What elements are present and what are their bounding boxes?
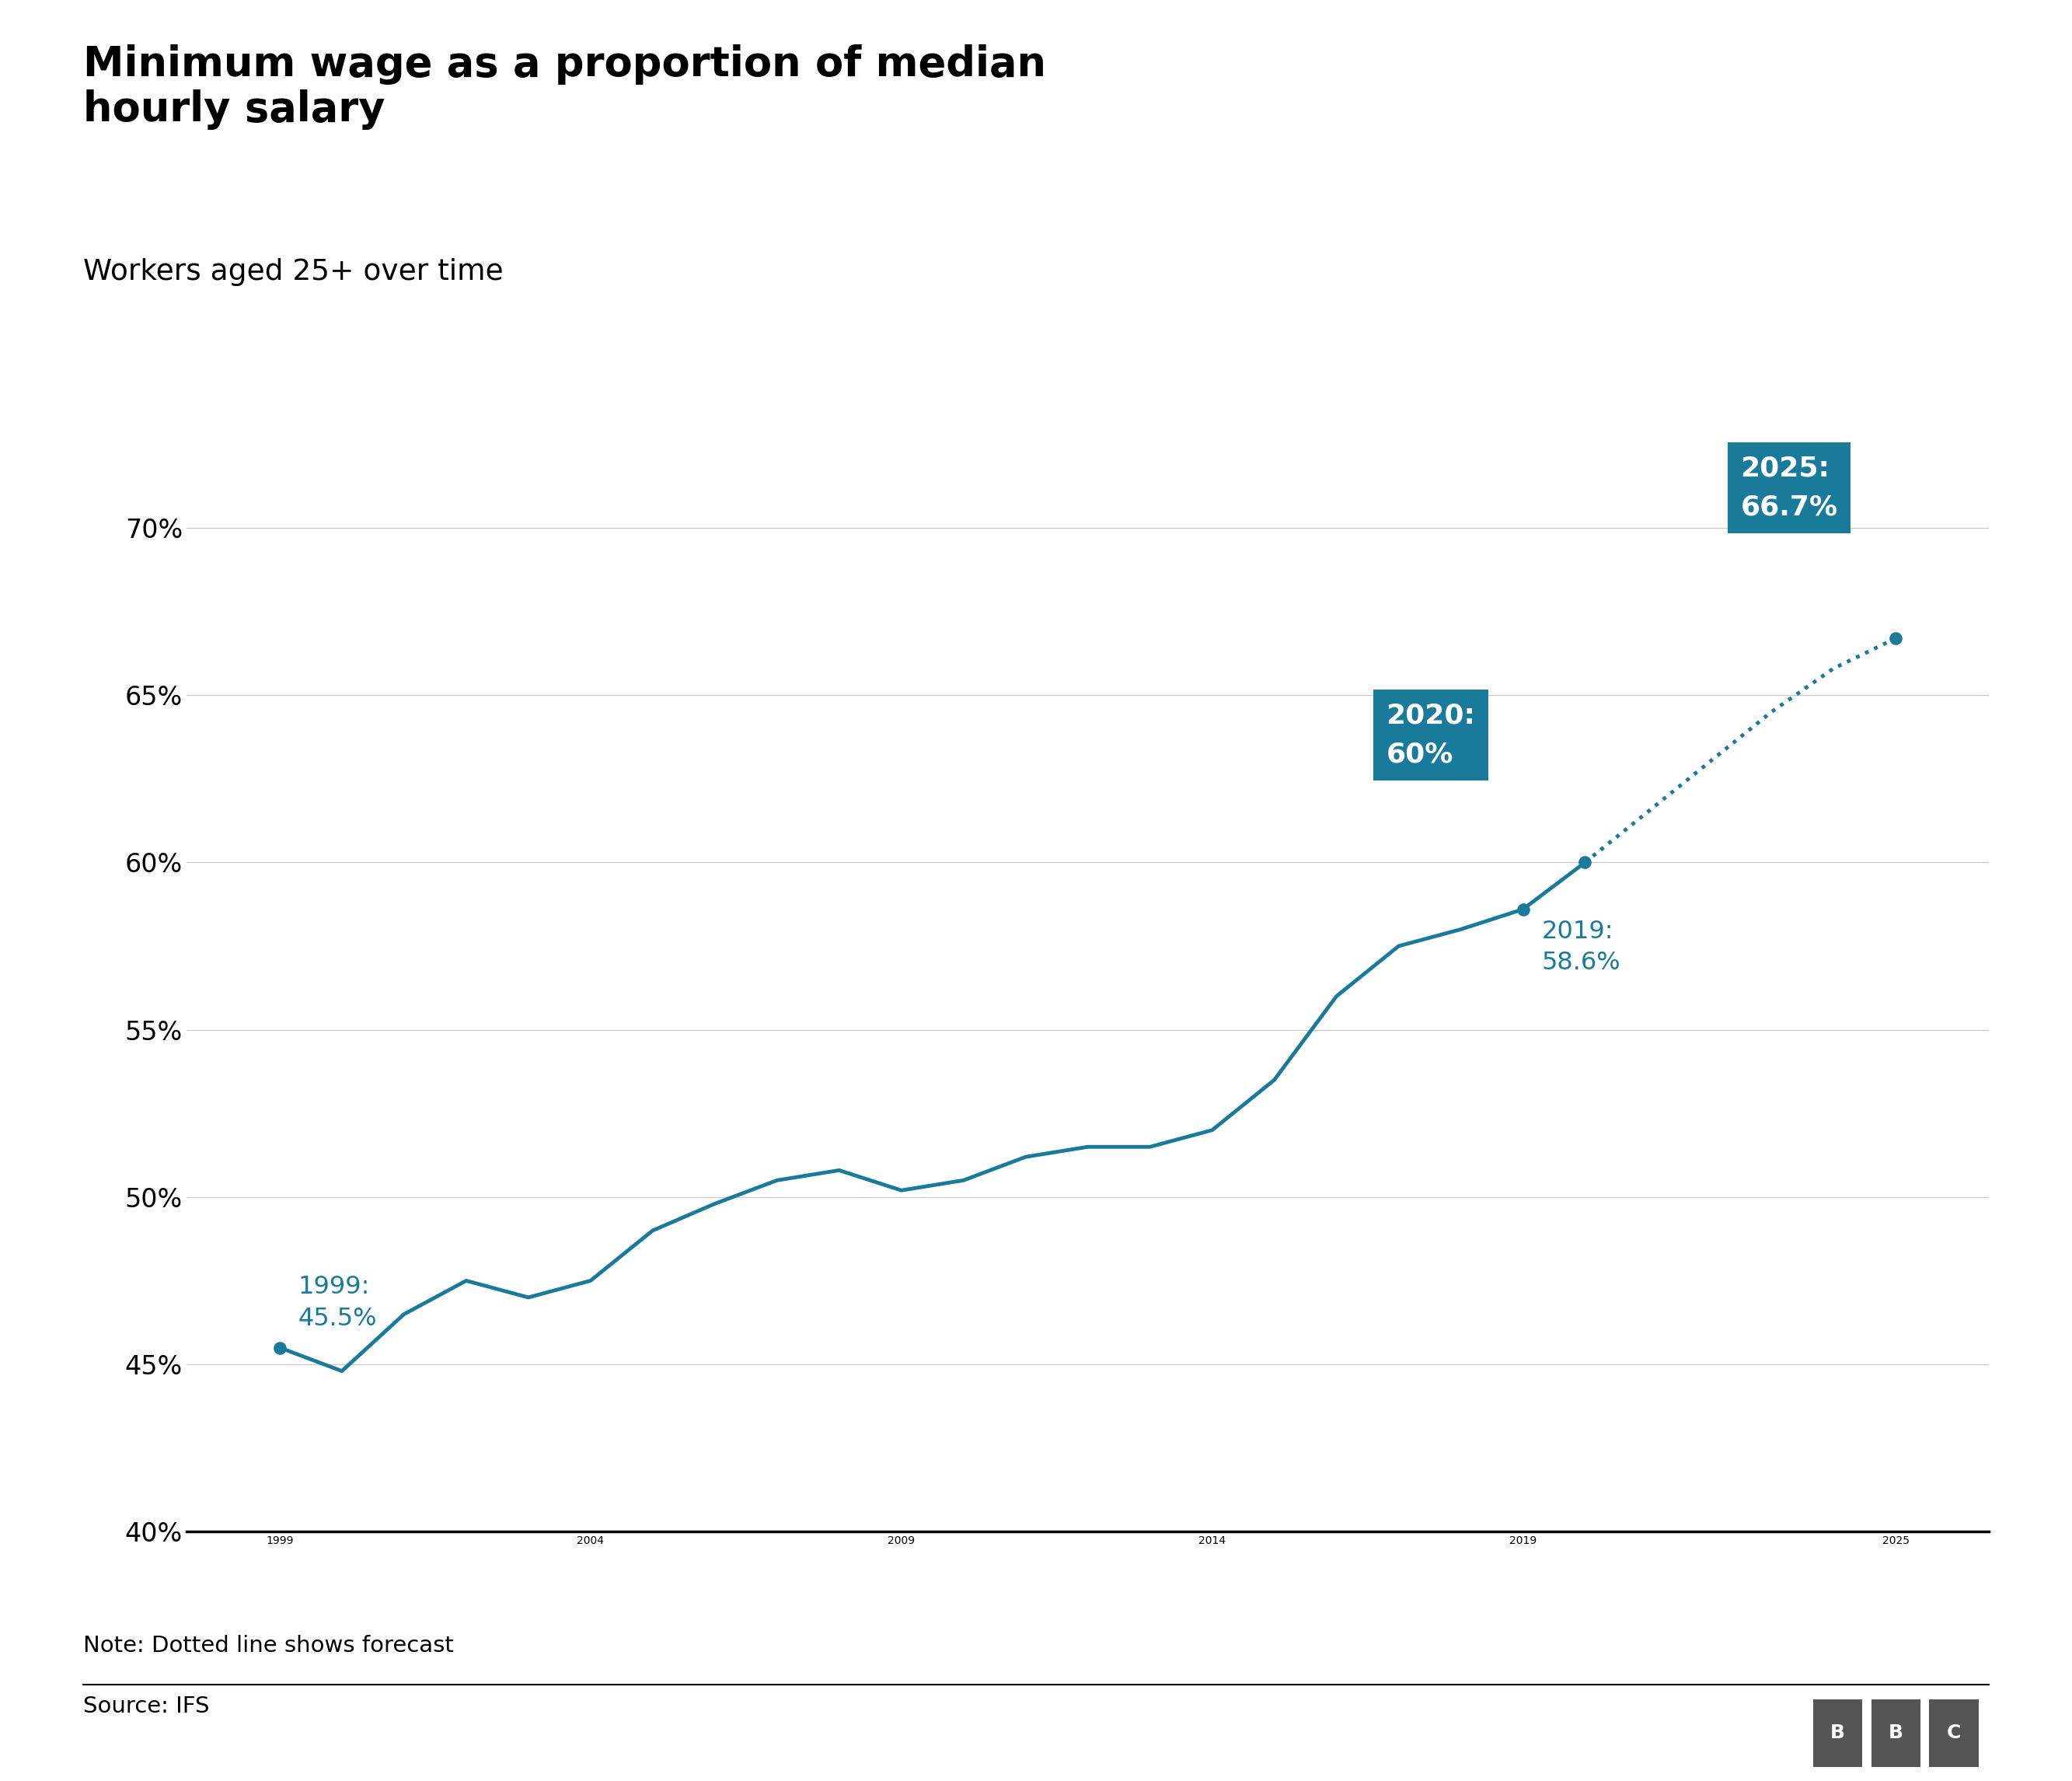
Point <box>1879 623 1912 652</box>
FancyBboxPatch shape <box>1871 1699 1921 1767</box>
FancyBboxPatch shape <box>1929 1699 1979 1767</box>
Point <box>263 1334 296 1362</box>
Point <box>1569 848 1602 876</box>
Text: Note: Dotted line shows forecast: Note: Dotted line shows forecast <box>83 1635 454 1656</box>
Text: Workers aged 25+ over time: Workers aged 25+ over time <box>83 258 503 287</box>
Text: 2020:
60%: 2020: 60% <box>1386 702 1475 768</box>
Text: 2025:
66.7%: 2025: 66.7% <box>1740 454 1838 520</box>
Text: B: B <box>1888 1724 1904 1742</box>
Point <box>1506 896 1539 924</box>
FancyBboxPatch shape <box>1813 1699 1863 1767</box>
Text: Source: IFS: Source: IFS <box>83 1696 209 1717</box>
Text: 1999:
45.5%: 1999: 45.5% <box>298 1275 377 1330</box>
Text: 2019:
58.6%: 2019: 58.6% <box>1542 919 1620 974</box>
Text: C: C <box>1948 1724 1960 1742</box>
Text: B: B <box>1830 1724 1844 1742</box>
Text: Minimum wage as a proportion of median
hourly salary: Minimum wage as a proportion of median h… <box>83 45 1046 130</box>
